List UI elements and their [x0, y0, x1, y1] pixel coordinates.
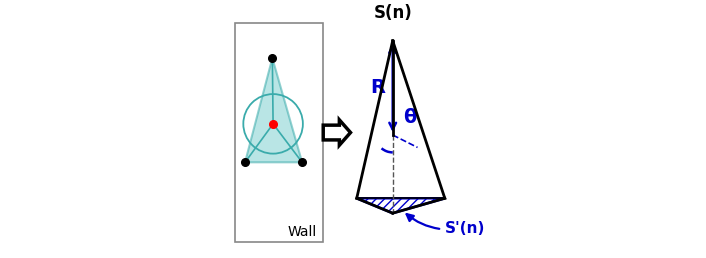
Text: R: R — [371, 78, 385, 97]
Polygon shape — [245, 58, 302, 162]
Text: θ: θ — [403, 108, 417, 127]
Text: S'(n): S'(n) — [407, 214, 485, 236]
Text: Wall: Wall — [287, 225, 317, 239]
Polygon shape — [323, 120, 350, 145]
FancyBboxPatch shape — [235, 23, 323, 242]
Text: S(n): S(n) — [373, 4, 412, 22]
Polygon shape — [357, 198, 445, 213]
